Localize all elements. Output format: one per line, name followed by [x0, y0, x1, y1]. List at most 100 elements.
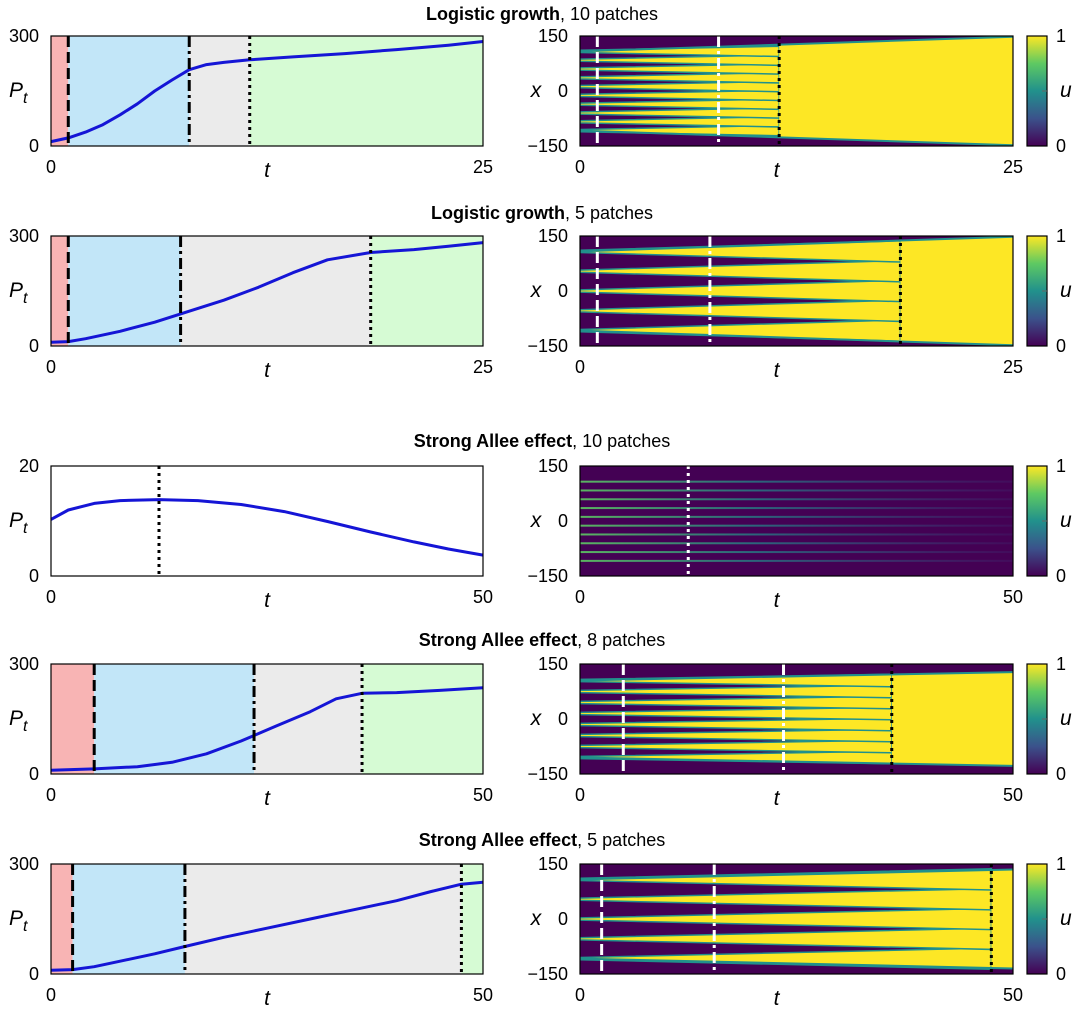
y-tick-label: 300 — [9, 226, 39, 246]
patch-wedge — [580, 685, 892, 698]
y-tick-label: 150 — [538, 26, 568, 46]
colorbar-tick-label: 0 — [1056, 964, 1066, 984]
patch-wedge — [580, 908, 992, 930]
x-axis-label: t — [264, 359, 271, 382]
invaded-region — [779, 36, 1013, 146]
patch-wedge — [580, 718, 892, 731]
y-tick-label: 0 — [558, 281, 568, 301]
invasion-front — [580, 129, 1013, 146]
x-tick-label: 0 — [46, 985, 56, 1005]
panel-title-bold: Logistic growth — [426, 4, 560, 24]
panel-title: Logistic growth, 10 patches — [426, 4, 658, 24]
patch-wedge — [580, 46, 780, 57]
y-tick-label: 0 — [558, 909, 568, 929]
patch-trace — [580, 515, 1013, 518]
patch-trace — [580, 533, 1013, 536]
y-tick-label: 150 — [538, 456, 568, 476]
panel-title-bold: Strong Allee effect — [419, 830, 577, 850]
y-axis-label-sub: t — [23, 918, 28, 935]
patch-wedge — [580, 90, 780, 101]
y-tick-label: 0 — [29, 336, 39, 356]
heatmap-field — [580, 236, 1013, 346]
population-curve — [50, 498, 484, 557]
patch-wedge — [580, 81, 780, 92]
panel-title-bold: Strong Allee effect — [419, 630, 577, 650]
y-tick-label: −150 — [527, 136, 568, 156]
colorbar-label: u — [1060, 279, 1072, 302]
x-tick-label: 0 — [575, 985, 585, 1005]
y-axis-label: x — [530, 509, 543, 532]
phase-region — [51, 664, 95, 774]
panel-title: Strong Allee effect, 10 patches — [414, 431, 670, 451]
phase-region — [461, 864, 483, 974]
x-tick-label: 50 — [1003, 785, 1023, 805]
y-tick-label: −150 — [527, 964, 568, 984]
x-tick-label: 50 — [1003, 587, 1023, 607]
y-axis-label: x — [530, 707, 543, 730]
y-tick-label: 300 — [9, 654, 39, 674]
y-tick-label: 0 — [558, 511, 568, 531]
patch-wedge — [580, 868, 992, 891]
population-curve — [50, 686, 484, 772]
phase-region — [72, 864, 185, 974]
phase-region — [249, 36, 483, 146]
heatmap-background — [580, 466, 1013, 576]
axes-frame — [579, 235, 1014, 347]
patch-wedge — [580, 729, 892, 742]
x-tick-label: 0 — [575, 785, 585, 805]
population-curve — [50, 880, 484, 972]
invasion-front — [580, 36, 1013, 53]
population-curve — [50, 241, 484, 344]
y-axis-label: Pt — [9, 509, 28, 537]
y-tick-label: 300 — [9, 26, 39, 46]
invaded-region — [891, 672, 1013, 766]
patch-wedge — [580, 751, 892, 764]
x-tick-label: 50 — [473, 785, 493, 805]
invasion-front — [580, 756, 1013, 767]
x-axis-label: t — [264, 159, 271, 182]
heatmap-field — [580, 36, 1013, 146]
patch-trace — [580, 542, 1013, 545]
axes-frame — [579, 663, 1014, 775]
phase-region — [68, 236, 181, 346]
y-axis-label-sub: t — [23, 90, 28, 107]
x-tick-label: 25 — [1003, 357, 1023, 377]
x-tick-label: 0 — [575, 357, 585, 377]
x-tick-label: 0 — [46, 357, 56, 377]
heatmap-field — [580, 664, 1013, 774]
x-tick-label: 0 — [46, 785, 56, 805]
axes-frame — [579, 35, 1014, 147]
patch-wedge — [580, 116, 780, 127]
axes-frame — [579, 465, 1014, 577]
panel-title-bold: Strong Allee effect — [414, 431, 572, 451]
x-axis-label: t — [774, 589, 781, 612]
y-tick-label: 20 — [19, 456, 39, 476]
invaded-region — [991, 869, 1013, 969]
axes-frame — [50, 663, 484, 775]
patch-wedge — [580, 240, 901, 263]
heatmap-panel-9: 150 0 −150 0 50 x t 1 0 u — [527, 854, 1072, 1010]
x-axis-label: t — [774, 359, 781, 382]
patch-wedge — [580, 696, 892, 709]
phase-region — [184, 864, 462, 974]
y-tick-label: 300 — [9, 854, 39, 874]
y-tick-label: 150 — [538, 226, 568, 246]
colorbar-tick-label: 1 — [1056, 456, 1066, 476]
patch-trace — [580, 507, 1013, 510]
colorbar-label: u — [1060, 707, 1072, 730]
phase-region — [254, 664, 363, 774]
phase-region — [189, 36, 250, 146]
x-tick-label: 50 — [473, 587, 493, 607]
patch-trace — [580, 551, 1013, 554]
patch-wedge — [580, 928, 992, 950]
patch-wedge — [580, 55, 780, 66]
patch-wedge — [580, 740, 892, 753]
y-axis-label: Pt — [9, 279, 28, 307]
x-tick-label: 0 — [46, 157, 56, 177]
y-tick-label: 0 — [558, 709, 568, 729]
x-tick-label: 0 — [46, 587, 56, 607]
colorbar-tick-label: 0 — [1056, 336, 1066, 356]
